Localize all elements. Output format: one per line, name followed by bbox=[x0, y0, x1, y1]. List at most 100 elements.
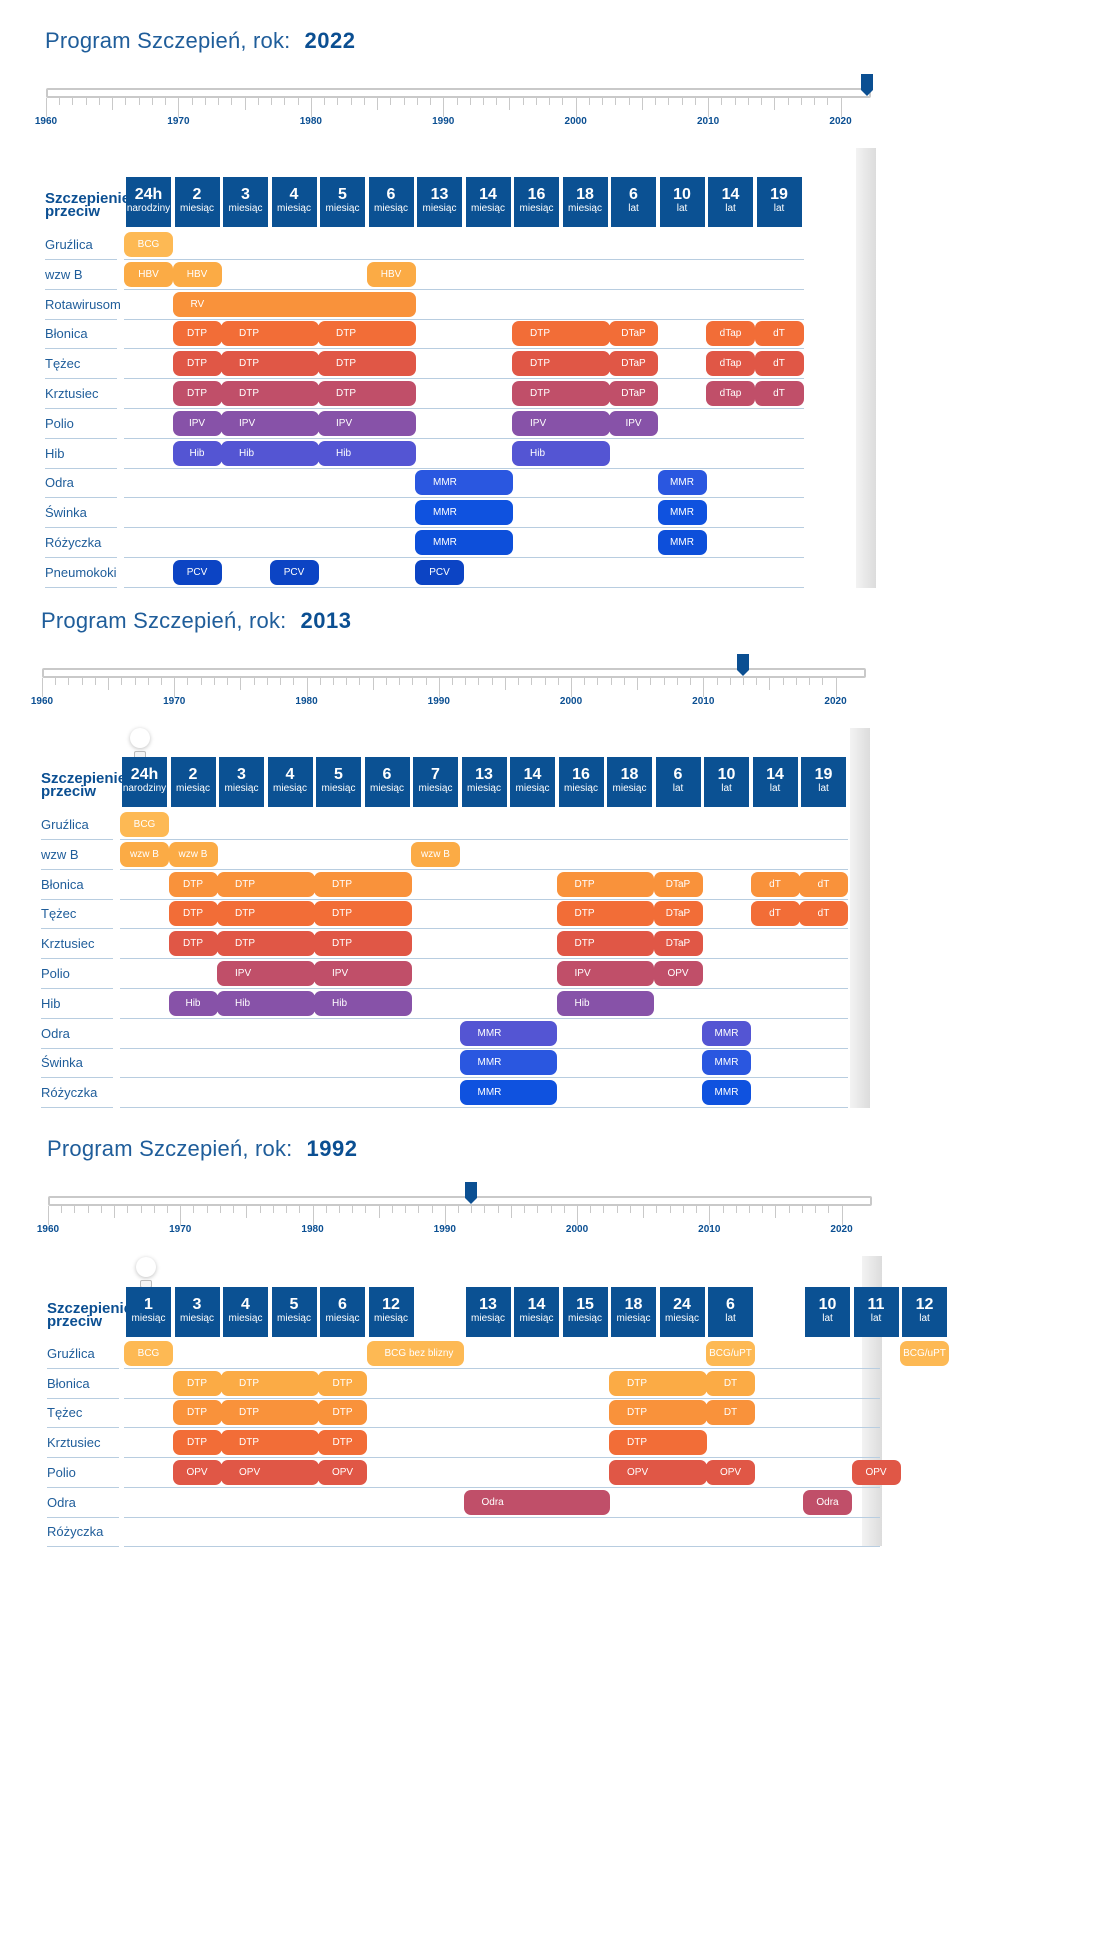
slider-track[interactable] bbox=[48, 1196, 872, 1206]
vaccine-dose-pill[interactable]: dT bbox=[799, 871, 848, 897]
drag-knob[interactable] bbox=[130, 728, 150, 748]
vaccine-dose-pill[interactable]: DTP bbox=[318, 1430, 367, 1456]
vaccine-dose-pill[interactable]: Hib bbox=[556, 990, 654, 1016]
vaccine-dose-pill[interactable]: DTP bbox=[318, 351, 416, 377]
vaccine-dose-pill[interactable]: DTaP bbox=[653, 871, 703, 897]
vaccine-dose-pill[interactable]: DTP bbox=[221, 351, 319, 377]
vaccine-dose-pill[interactable]: IPV bbox=[217, 961, 315, 986]
vaccine-dose-pill[interactable]: MMR bbox=[415, 500, 513, 526]
vaccine-dose-pill[interactable]: DTP bbox=[217, 901, 315, 927]
vaccine-dose-pill[interactable]: DTP bbox=[168, 871, 218, 897]
vaccine-dose-pill[interactable]: OPV bbox=[609, 1459, 707, 1485]
vaccine-dose-pill[interactable]: DTaP bbox=[609, 321, 658, 347]
vaccine-dose-pill[interactable]: DTP bbox=[172, 321, 222, 347]
vaccine-dose-pill[interactable]: DTP bbox=[609, 1400, 707, 1426]
vaccine-dose-pill[interactable]: IPV bbox=[556, 961, 654, 986]
vaccine-dose-pill[interactable]: DTP bbox=[318, 1370, 367, 1396]
vaccine-dose-pill[interactable]: DTP bbox=[314, 871, 412, 897]
vaccine-dose-pill[interactable]: IPV bbox=[172, 410, 222, 436]
drag-knob[interactable] bbox=[136, 1257, 156, 1277]
vaccine-dose-pill[interactable]: DTP bbox=[512, 381, 610, 406]
slider-handle[interactable] bbox=[736, 654, 749, 676]
vaccine-dose-pill[interactable]: MMR bbox=[415, 470, 513, 496]
vaccine-dose-pill[interactable]: Hib bbox=[314, 990, 412, 1016]
vaccine-dose-pill[interactable]: DTP bbox=[318, 321, 416, 347]
vaccine-dose-pill[interactable]: HBV bbox=[366, 261, 416, 287]
vaccine-dose-pill[interactable]: DTP bbox=[221, 1430, 319, 1456]
vaccine-dose-pill[interactable]: RV bbox=[172, 291, 416, 317]
vaccine-dose-pill[interactable]: PCV bbox=[269, 559, 319, 585]
vaccine-dose-pill[interactable]: DTP bbox=[512, 321, 610, 347]
vaccine-dose-pill[interactable]: PCV bbox=[172, 559, 222, 585]
vaccine-dose-pill[interactable]: DTaP bbox=[653, 901, 703, 927]
vaccine-dose-pill[interactable]: DT bbox=[706, 1400, 755, 1426]
vaccine-dose-pill[interactable]: wzw B bbox=[168, 841, 218, 867]
vaccine-dose-pill[interactable]: BCG bbox=[120, 812, 169, 837]
vaccine-dose-pill[interactable]: DTP bbox=[512, 351, 610, 377]
year-slider[interactable]: 1960 1970 1980 1990 2000 2010 2020 bbox=[37, 1182, 872, 1256]
vaccine-dose-pill[interactable]: MMR bbox=[459, 1050, 557, 1076]
vaccine-dose-pill[interactable]: BCG bbox=[124, 232, 173, 257]
vaccine-dose-pill[interactable]: dTap bbox=[706, 381, 755, 406]
vaccine-dose-pill[interactable]: HBV bbox=[124, 261, 173, 287]
vaccine-dose-pill[interactable]: wzw B bbox=[120, 841, 169, 867]
vaccine-dose-pill[interactable]: DTP bbox=[314, 931, 412, 957]
vaccine-dose-pill[interactable]: DTP bbox=[318, 381, 416, 406]
vaccine-dose-pill[interactable]: MMR bbox=[702, 1050, 751, 1076]
vaccine-dose-pill[interactable]: IPV bbox=[318, 410, 416, 436]
vaccine-dose-pill[interactable]: DTP bbox=[168, 931, 218, 957]
vaccine-dose-pill[interactable]: IPV bbox=[314, 961, 412, 986]
vaccine-dose-pill[interactable]: BCG bez blizny bbox=[366, 1341, 464, 1366]
vaccine-dose-pill[interactable]: MMR bbox=[702, 1080, 751, 1106]
vaccine-dose-pill[interactable]: MMR bbox=[702, 1020, 751, 1046]
vaccine-dose-pill[interactable]: DTP bbox=[221, 1400, 319, 1426]
vaccine-dose-pill[interactable]: OPV bbox=[172, 1459, 222, 1485]
vaccine-dose-pill[interactable]: IPV bbox=[512, 410, 610, 436]
vaccine-dose-pill[interactable]: DTP bbox=[217, 931, 315, 957]
vaccine-dose-pill[interactable]: MMR bbox=[657, 530, 707, 555]
vaccine-dose-pill[interactable]: wzw B bbox=[411, 841, 460, 867]
vaccine-dose-pill[interactable]: DTP bbox=[172, 1430, 222, 1456]
vaccine-dose-pill[interactable]: Hib bbox=[221, 440, 319, 466]
slider-track[interactable] bbox=[46, 88, 871, 98]
vaccine-dose-pill[interactable]: DTP bbox=[172, 1400, 222, 1426]
vaccine-dose-pill[interactable]: DTP bbox=[172, 351, 222, 377]
vaccine-dose-pill[interactable]: MMR bbox=[415, 530, 513, 555]
vaccine-dose-pill[interactable]: Odra bbox=[803, 1489, 852, 1515]
vaccine-dose-pill[interactable]: Hib bbox=[168, 990, 218, 1016]
slider-track[interactable] bbox=[42, 668, 866, 678]
vaccine-dose-pill[interactable]: DTP bbox=[172, 1370, 222, 1396]
vaccine-dose-pill[interactable]: Hib bbox=[318, 440, 416, 466]
vaccine-dose-pill[interactable]: Hib bbox=[172, 440, 222, 466]
vaccine-dose-pill[interactable]: OPV bbox=[221, 1459, 319, 1485]
vaccine-dose-pill[interactable]: dT bbox=[754, 321, 804, 347]
vaccine-dose-pill[interactable]: IPV bbox=[609, 410, 658, 436]
vaccine-dose-pill[interactable]: MMR bbox=[459, 1020, 557, 1046]
vaccine-dose-pill[interactable]: dT bbox=[754, 381, 804, 406]
vaccine-dose-pill[interactable]: dT bbox=[750, 901, 800, 927]
vaccine-dose-pill[interactable]: DTP bbox=[221, 1370, 319, 1396]
vaccine-dose-pill[interactable]: Hib bbox=[512, 440, 610, 466]
vaccine-dose-pill[interactable]: DTP bbox=[556, 901, 654, 927]
vaccine-dose-pill[interactable]: HBV bbox=[172, 261, 222, 287]
vaccine-dose-pill[interactable]: DTP bbox=[172, 381, 222, 406]
vaccine-dose-pill[interactable]: IPV bbox=[221, 410, 319, 436]
vaccine-dose-pill[interactable]: OPV bbox=[653, 961, 703, 986]
year-slider[interactable]: 1960 1970 1980 1990 2000 2010 2020 bbox=[31, 654, 866, 728]
vaccine-dose-pill[interactable]: DTP bbox=[314, 901, 412, 927]
vaccine-dose-pill[interactable]: DTP bbox=[221, 321, 319, 347]
vaccine-dose-pill[interactable]: OPV bbox=[851, 1459, 901, 1485]
vaccine-dose-pill[interactable]: DTP bbox=[318, 1400, 367, 1426]
vaccine-dose-pill[interactable]: MMR bbox=[657, 500, 707, 526]
vaccine-dose-pill[interactable]: DTP bbox=[221, 381, 319, 406]
vaccine-dose-pill[interactable]: DTaP bbox=[609, 351, 658, 377]
vaccine-dose-pill[interactable]: dT bbox=[754, 351, 804, 377]
vaccine-dose-pill[interactable]: dTap bbox=[706, 351, 755, 377]
vaccine-dose-pill[interactable]: DTP bbox=[556, 931, 654, 957]
vaccine-dose-pill[interactable]: MMR bbox=[657, 470, 707, 496]
vaccine-dose-pill[interactable]: OPV bbox=[706, 1459, 755, 1485]
vaccine-dose-pill[interactable]: OPV bbox=[318, 1459, 367, 1485]
vaccine-dose-pill[interactable]: dTap bbox=[706, 321, 755, 347]
vaccine-dose-pill[interactable]: DTP bbox=[168, 901, 218, 927]
vaccine-dose-pill[interactable]: dT bbox=[799, 901, 848, 927]
